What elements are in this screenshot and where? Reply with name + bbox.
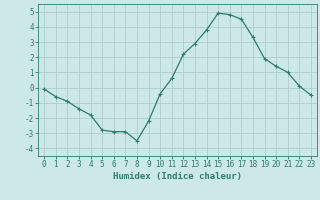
X-axis label: Humidex (Indice chaleur): Humidex (Indice chaleur) [113, 172, 242, 181]
